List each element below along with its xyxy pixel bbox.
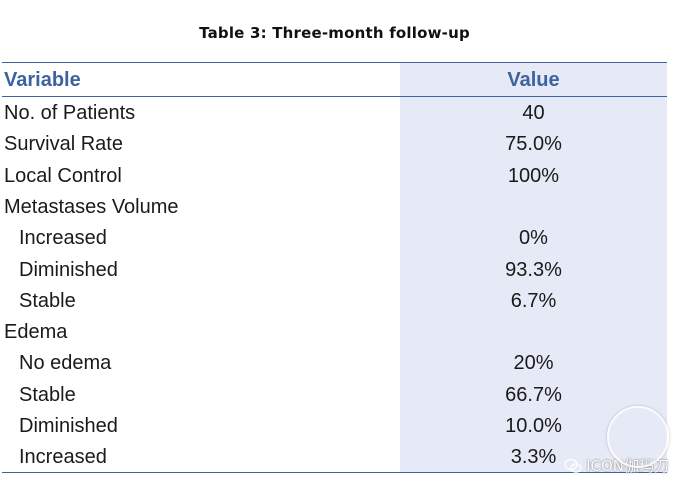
header-variable: Variable — [4, 69, 81, 91]
table-row: Survival Rate 75.0% — [2, 129, 667, 160]
row-value: 3.3% — [510, 446, 557, 469]
row-label: Stable — [19, 383, 76, 406]
header-value: Value — [507, 69, 560, 91]
row-label: Survival Rate — [4, 133, 123, 156]
table-header-rule — [2, 96, 667, 97]
row-value: 100% — [507, 164, 560, 187]
row-value: 0% — [519, 227, 548, 250]
row-value: 40 — [522, 102, 545, 124]
watermark: ICON伽玛刀 — [564, 406, 669, 476]
row-label: Metastases Volume — [4, 195, 179, 218]
row-label: Local Control — [4, 164, 122, 187]
row-label: Edema — [4, 321, 68, 344]
row-label: Diminished — [19, 258, 118, 281]
table-row: Increased 0% — [2, 223, 667, 254]
table-caption: Table 3: Three-month follow-up — [199, 24, 470, 42]
table-row: No. of Patients 40 — [2, 98, 667, 129]
row-label: Increased — [19, 227, 107, 250]
row-label: No edema — [19, 352, 112, 375]
row-value: 6.7% — [510, 289, 557, 312]
table-bottom-rule — [2, 472, 667, 473]
row-value: 20% — [513, 352, 554, 375]
table-top-rule — [2, 62, 667, 63]
row-value: 10.0% — [505, 415, 562, 437]
row-value: 66.7% — [505, 383, 562, 406]
table-row: Diminished 93.3% — [2, 255, 667, 286]
watermark-seal — [607, 406, 669, 468]
row-label: Increased — [19, 446, 107, 469]
table-row: Local Control 100% — [2, 161, 667, 192]
row-label: Diminished — [19, 415, 118, 437]
table-row: Increased 3.3% — [2, 442, 667, 473]
table-row: Stable 66.7% — [2, 380, 667, 411]
table-header-row: Variable Value — [2, 65, 667, 96]
table-row: Edema — [2, 317, 667, 348]
value-column-shading — [400, 62, 667, 473]
row-label: No. of Patients — [4, 102, 136, 124]
row-value: 93.3% — [505, 258, 562, 281]
table-row: No edema 20% — [2, 348, 667, 379]
table-row: Metastases Volume — [2, 192, 667, 223]
table-row: Stable 6.7% — [2, 286, 667, 317]
table-row: Diminished 10.0% — [2, 411, 667, 442]
row-label: Stable — [19, 289, 76, 312]
row-value: 75.0% — [505, 133, 562, 156]
wechat-icon — [564, 458, 582, 474]
